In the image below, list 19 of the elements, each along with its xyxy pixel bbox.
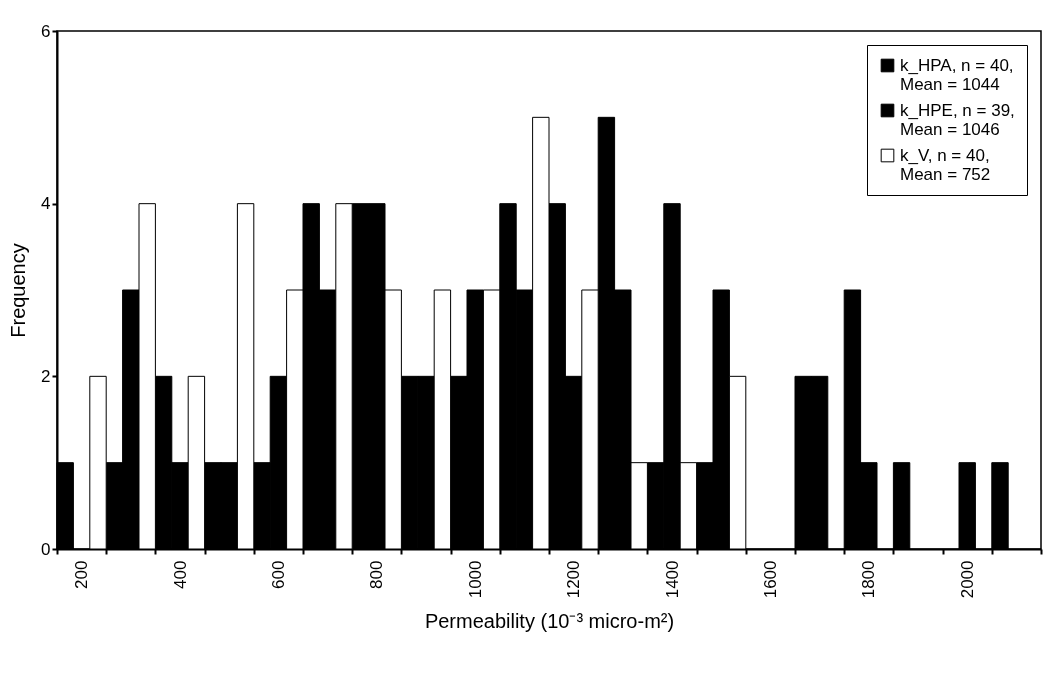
- x-tick-label: 200: [72, 560, 92, 589]
- x-tick-label: 600: [268, 560, 288, 589]
- y-tick-label: 4: [41, 194, 51, 214]
- legend-label: k_V, n = 40, Mean = 752: [900, 145, 991, 184]
- x-tick-label: 1400: [662, 560, 682, 599]
- x-tick-label: 1000: [465, 560, 485, 599]
- legend-label: k_HPE, n = 39, Mean = 1046: [900, 100, 1015, 139]
- x-axis-title: Permeability (10⁻³ micro-m²): [424, 610, 675, 633]
- y-tick-label: 6: [41, 21, 51, 41]
- x-tick-label: 800: [367, 560, 387, 589]
- x-tick-label: 2000: [957, 560, 977, 599]
- x-tick-label: 1800: [859, 560, 879, 599]
- y-tick-label: 2: [41, 366, 51, 386]
- y-tick-label: 0: [41, 539, 51, 559]
- legend-label: k_HPA, n = 40, Mean = 1044: [900, 55, 1014, 94]
- x-tick-label: 1600: [760, 560, 780, 599]
- y-axis-title: Frequency: [7, 243, 30, 338]
- x-tick-label: 1200: [564, 560, 584, 599]
- x-tick-label: 400: [170, 560, 190, 589]
